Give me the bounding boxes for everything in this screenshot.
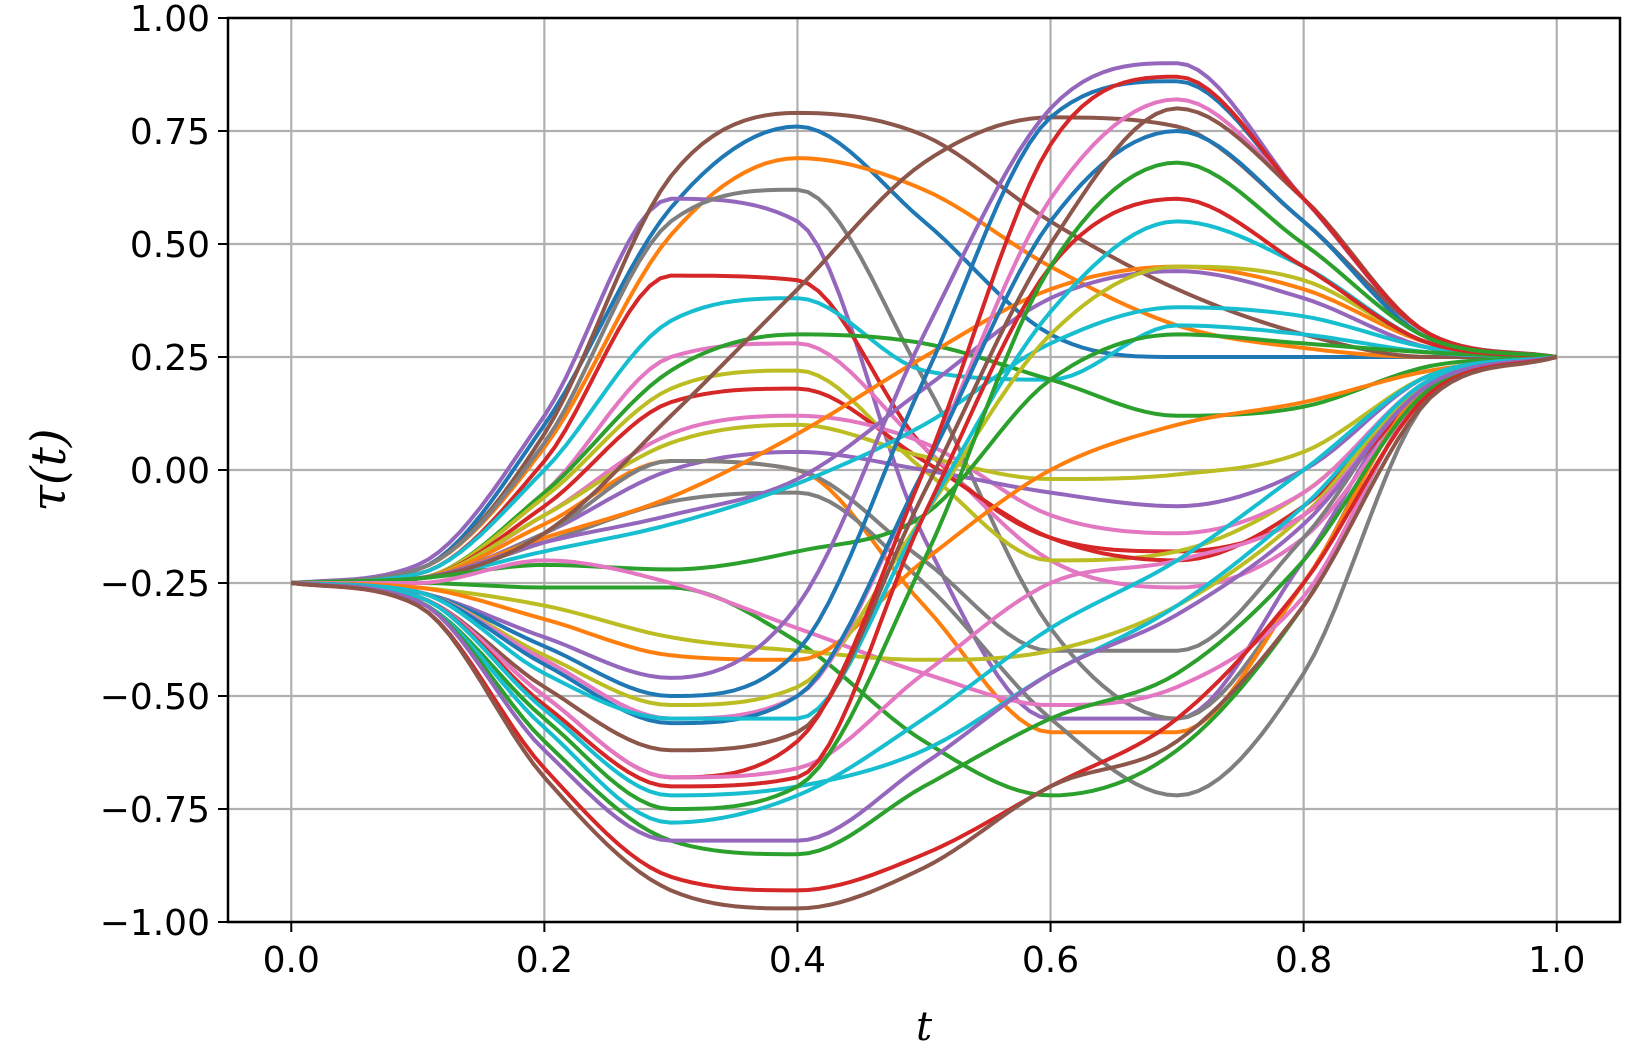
x-tick-label: 0.4 bbox=[769, 940, 826, 981]
y-tick-label: 0.75 bbox=[130, 112, 210, 153]
series-lines bbox=[291, 61, 1558, 911]
y-ticks: 1.00 0.75 0.50 0.25 0.00 −0.25 −0.50 −0.75 −1.00 bbox=[100, 0, 228, 944]
series-line-39 bbox=[291, 355, 1558, 857]
y-tick-label: −0.75 bbox=[100, 790, 210, 831]
series-line-37 bbox=[291, 160, 1557, 811]
series-line-40 bbox=[291, 355, 1558, 843]
y-tick-label: −0.50 bbox=[100, 677, 210, 718]
series-line-19 bbox=[291, 305, 1557, 585]
y-tick-label: 0.00 bbox=[130, 451, 210, 492]
series-line-24 bbox=[291, 355, 1557, 662]
y-tick-label: 0.25 bbox=[130, 338, 210, 379]
series-line-36 bbox=[291, 355, 1557, 798]
y-tick-label: 1.00 bbox=[130, 0, 210, 40]
y-tick-label: −1.00 bbox=[100, 903, 210, 944]
x-axis-label: t bbox=[916, 1004, 933, 1050]
y-axis-label: τ(t) bbox=[21, 428, 77, 511]
series-line-13 bbox=[291, 355, 1557, 735]
series-line-0 bbox=[291, 124, 1557, 585]
series-line-42 bbox=[291, 355, 1558, 911]
x-tick-label: 0.6 bbox=[1022, 940, 1079, 981]
x-tick-label: 0.2 bbox=[516, 940, 573, 981]
y-tick-label: 0.50 bbox=[130, 225, 210, 266]
series-line-12 bbox=[291, 355, 1557, 585]
x-ticks: 0.0 0.2 0.4 0.6 0.8 1.0 bbox=[263, 922, 1585, 981]
series-line-41 bbox=[291, 355, 1558, 893]
x-tick-label: 0.8 bbox=[1275, 940, 1332, 981]
y-tick-label: −0.25 bbox=[100, 564, 210, 605]
series-line-6 bbox=[291, 296, 1557, 585]
x-tick-label: 0.0 bbox=[263, 940, 320, 981]
x-tick-label: 1.0 bbox=[1528, 940, 1585, 981]
series-line-38 bbox=[291, 355, 1557, 825]
